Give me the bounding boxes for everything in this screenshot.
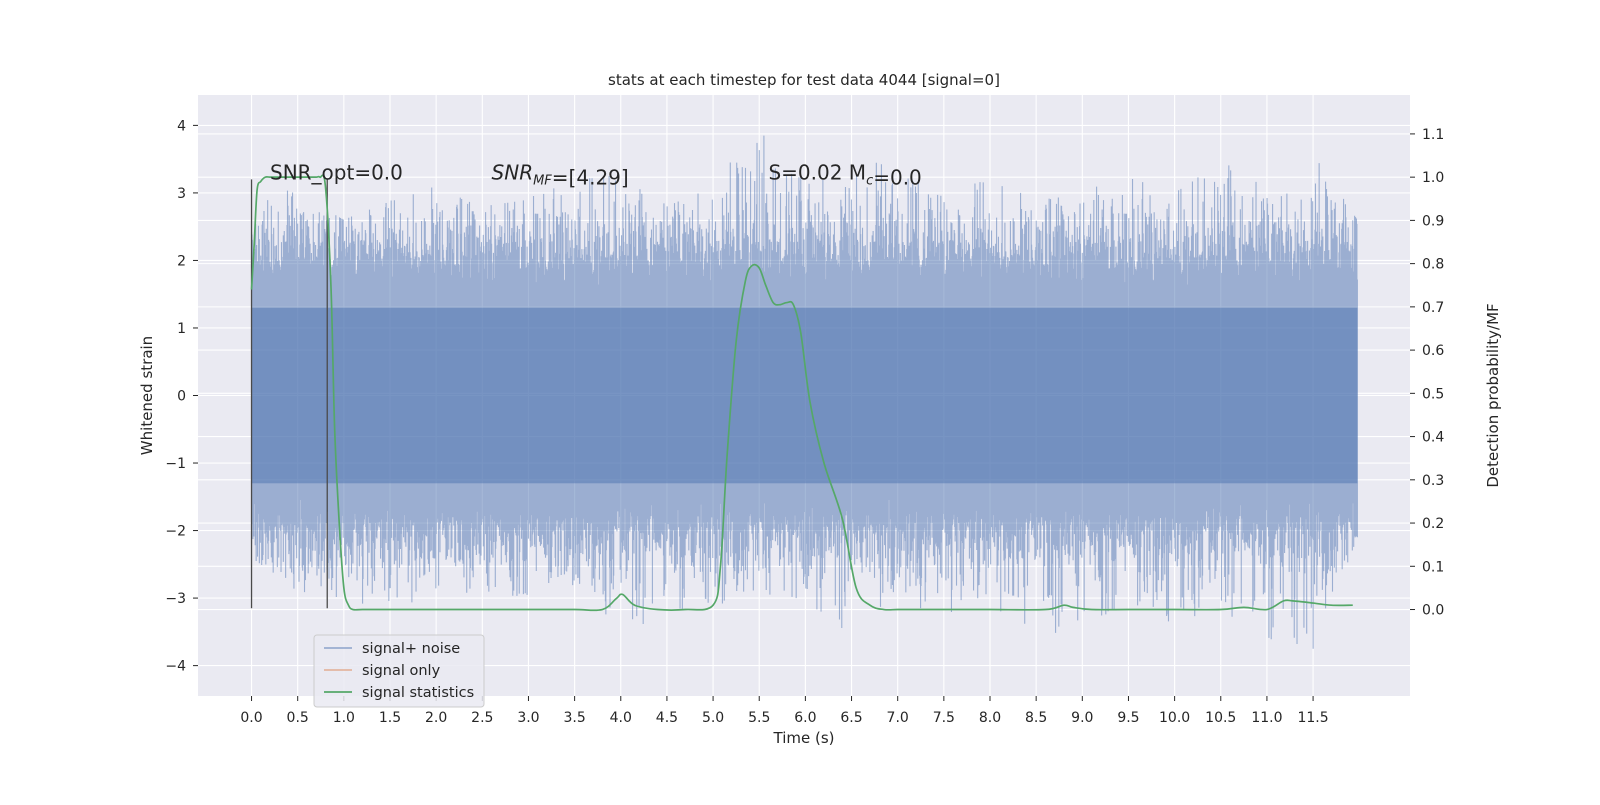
x-tick-label: 10.5: [1205, 710, 1236, 726]
x-tick-label: 10.0: [1159, 710, 1190, 726]
legend-label: signal only: [362, 663, 441, 679]
y-tick-label: 3: [177, 186, 186, 202]
x-tick-label: 3.0: [517, 710, 539, 726]
signal-noise-series: [250, 135, 1358, 649]
y-right-tick-label: 0.0: [1422, 603, 1444, 619]
y-axis-right-label: Detection probability/MF: [1484, 303, 1502, 487]
legend-box: [313, 634, 485, 708]
x-tick-label: 6.5: [840, 710, 862, 726]
y-right-tick-label: 1.1: [1422, 127, 1444, 143]
marker-lines: [250, 179, 328, 609]
x-tick-label: 11.5: [1297, 710, 1328, 726]
x-tick-label: 9.5: [1117, 710, 1139, 726]
y-right-tick-label: 0.3: [1422, 473, 1444, 489]
annotation-subscript: MF: [533, 173, 552, 188]
x-tick-label: 7.5: [933, 710, 955, 726]
y-axis-label: Whitened strain: [138, 336, 156, 455]
x-tick-label: 11.0: [1251, 710, 1282, 726]
x-tick-label: 4.5: [656, 710, 678, 726]
x-tick-label: 1.5: [379, 710, 401, 726]
y-right-tick-label: 0.6: [1422, 343, 1444, 359]
y-tick-label: 0: [177, 389, 186, 405]
y-right-tick-label: 1.0: [1422, 170, 1444, 186]
legend-label: signal statistics: [362, 685, 474, 701]
x-tick-label: 1.0: [333, 710, 355, 726]
signal-statistics-line: [250, 174, 1353, 612]
y-tick-label: −1: [165, 456, 186, 472]
annotation-2: SNRMF=[4.29]: [492, 160, 629, 189]
y-right-tick-label: 0.5: [1422, 386, 1444, 402]
x-tick-label: 8.0: [979, 710, 1001, 726]
legend: signal+ noise signal only signal statistic…: [313, 634, 485, 708]
y-tick-label: −2: [165, 524, 186, 540]
annotation-part: SNR: [492, 160, 534, 184]
y-tick-label: −4: [165, 659, 186, 675]
annotation-part: =0.0: [873, 165, 922, 189]
x-tick-label: 0.5: [287, 710, 309, 726]
y-right-tick-label: 0.4: [1422, 430, 1444, 446]
x-tick-label: 5.0: [702, 710, 724, 726]
y-tick-label: 4: [177, 118, 186, 134]
x-tick-label: 2.5: [471, 710, 493, 726]
y-right-tick-label: 0.9: [1422, 213, 1444, 229]
x-tick-label: 3.5: [563, 710, 585, 726]
signal-statistics-series: [250, 174, 1353, 612]
annotation-1: SNR_opt=0.0: [270, 160, 403, 184]
y-right-tick-label: 0.7: [1422, 300, 1444, 316]
y-tick-label: 2: [177, 253, 186, 269]
x-tick-label: 6.0: [794, 710, 816, 726]
annotation-subscript: c: [866, 173, 873, 188]
x-tick-label: 7.0: [887, 710, 909, 726]
x-tick-label: 2.0: [425, 710, 447, 726]
annotation-part: S=0.02 M: [768, 160, 866, 184]
y-tick-label: −3: [165, 591, 186, 607]
x-tick-label: 0.0: [240, 710, 262, 726]
y-right-tick-label: 0.8: [1422, 257, 1444, 273]
x-tick-label: 5.5: [748, 710, 770, 726]
y-right-tick-label: 0.2: [1422, 516, 1444, 532]
annotations-layer: SNR_opt=0.0 SNRMF=[4.29] S=0.02 Mc=0.0: [270, 160, 922, 189]
x-tick-label: 9.0: [1071, 710, 1093, 726]
y-right-tick-label: 0.1: [1422, 559, 1444, 575]
y-tick-label: 1: [177, 321, 186, 337]
chart-title: stats at each timestep for test data 404…: [608, 71, 1000, 89]
x-tick-label: 4.0: [610, 710, 632, 726]
x-tick-label: 8.5: [1025, 710, 1047, 726]
legend-label: signal+ noise: [362, 641, 460, 657]
annotation-part: =[4.29]: [552, 165, 629, 189]
x-axis-label: Time (s): [773, 729, 835, 747]
axes-layer: 0.0 0.5 1.0 1.5 2.0 2.5 3.0 3.5 4.0 4.5 5.0 5.5 6.0 6…: [165, 118, 1444, 726]
annotation-3: S=0.02 Mc=0.0: [768, 160, 921, 189]
